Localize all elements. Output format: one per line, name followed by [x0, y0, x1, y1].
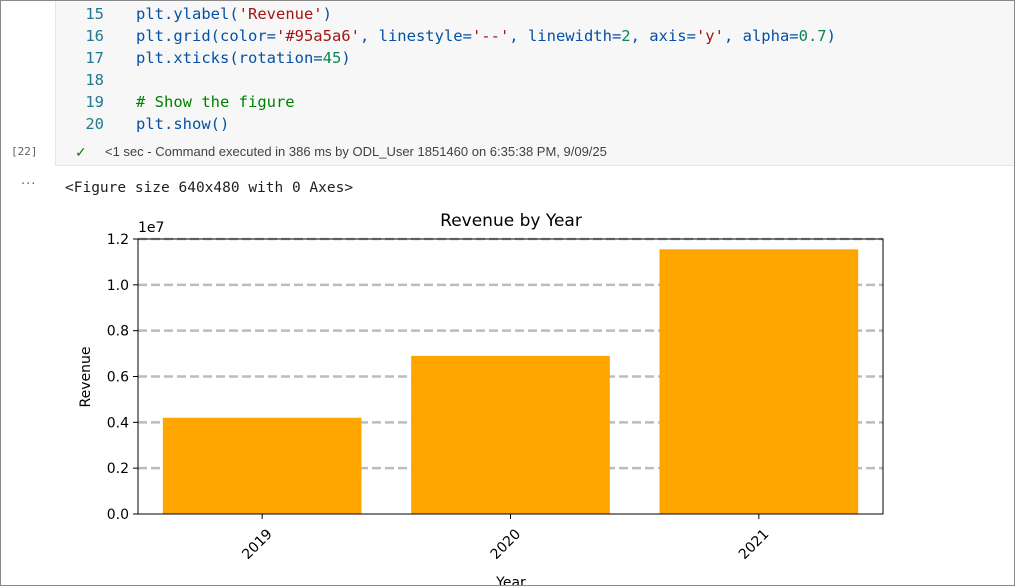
- y-tick-label: 0.2: [107, 461, 129, 477]
- bars: [162, 249, 859, 514]
- output-more-icon[interactable]: ···: [21, 177, 37, 192]
- y-tick-label: 1.2: [107, 232, 129, 248]
- figure-size-text: <Figure size 640x480 with 0 Axes>: [65, 180, 354, 196]
- y-ticks: 0.0 0.2 0.4 0.6 0.8 1.0 1.2: [107, 232, 138, 523]
- line-number: 19: [85, 93, 104, 111]
- line-number: 18: [85, 71, 104, 89]
- line-number: 20: [85, 115, 104, 133]
- y-tick-label: 0.8: [107, 324, 129, 340]
- bar-2020: [411, 355, 610, 514]
- code-text[interactable]: plt.grid(color='#95a5a6', linestyle='--'…: [136, 27, 836, 45]
- code-text[interactable]: plt.ylabel('Revenue'): [136, 5, 332, 23]
- y-tick-label: 0.6: [107, 370, 129, 386]
- y-tick-label: 0.4: [107, 415, 129, 431]
- chart-title: Revenue by Year: [440, 211, 582, 231]
- y-axis-label: Revenue: [78, 347, 94, 408]
- status-text: <1 sec - Command executed in 386 ms by O…: [105, 144, 607, 159]
- execution-count: [22]: [11, 145, 38, 158]
- line-number: 15: [85, 5, 104, 23]
- line-number: 16: [85, 27, 104, 45]
- code-text[interactable]: plt.show(): [136, 115, 230, 133]
- bar-2019: [162, 417, 362, 514]
- code-cell[interactable]: 15 plt.ylabel('Revenue') 16 plt.grid(color=…: [55, 1, 1014, 166]
- x-tick-label: 2020: [488, 526, 525, 563]
- y-tick-label: 0.0: [107, 507, 129, 523]
- x-tick-label: 2019: [239, 526, 276, 563]
- line-number: 17: [85, 49, 104, 67]
- y-tick-label: 1.0: [107, 278, 129, 294]
- x-tick-label: 2021: [736, 526, 773, 563]
- bar-2021: [659, 249, 859, 514]
- x-axis-label: Year: [495, 575, 526, 585]
- code-text[interactable]: # Show the figure: [136, 93, 295, 111]
- x-ticks: 2019 2020 2021: [239, 514, 772, 563]
- code-text[interactable]: plt.xticks(rotation=45): [136, 49, 351, 67]
- y-scale-label: 1e7: [138, 220, 164, 236]
- checkmark-icon: ✓: [75, 144, 87, 160]
